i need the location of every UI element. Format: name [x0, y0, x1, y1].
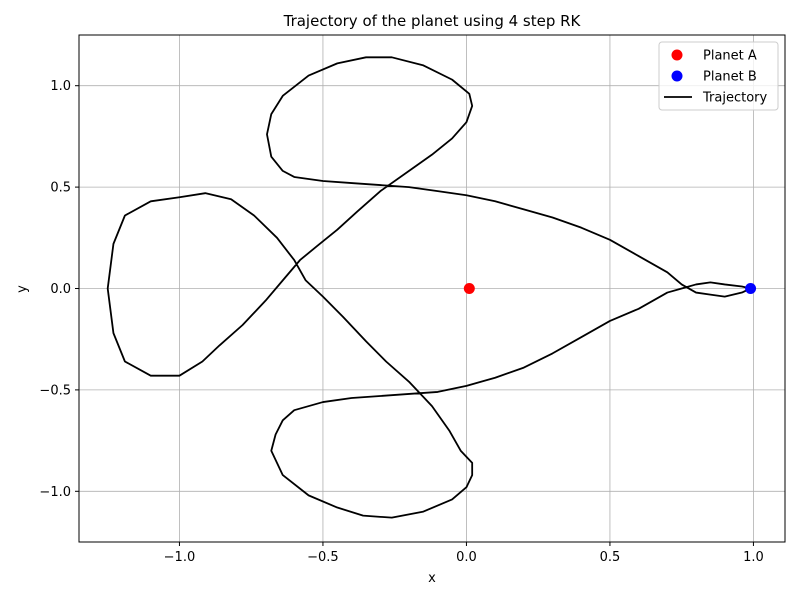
legend-box [658, 41, 779, 111]
x-tick-label-2: 0.0 [456, 550, 477, 565]
legend-marker-planet-b [671, 70, 683, 82]
y-tick-label-2: 0.0 [50, 282, 71, 297]
x-tick-label-3: 0.5 [600, 550, 621, 565]
x-axis-label: x [428, 571, 436, 586]
y-tick-label-0: −1.0 [39, 485, 71, 500]
point-planet-a [463, 283, 475, 294]
tick-labels: −1.0 −0.5 0.0 0.5 1.0 −1.0 −0.5 0.0 0.5 1.0 [39, 79, 763, 565]
legend-label-planet-a: Planet A [703, 49, 757, 64]
point-planet-b [745, 283, 757, 294]
series-line-trajectory [106, 56, 752, 519]
legend-label-planet-b: Planet B [703, 70, 757, 85]
x-tick-label-1: −0.5 [307, 550, 339, 565]
legend: Planet A Planet B Trajectory [658, 41, 779, 111]
x-tick-label-0: −1.0 [164, 550, 196, 565]
chart-title: Trajectory of the planet using 4 step RK [283, 12, 582, 30]
x-tick-label-4: 1.0 [743, 550, 764, 565]
y-tick-label-4: 1.0 [50, 79, 71, 94]
y-tick-label-1: −0.5 [39, 383, 71, 398]
legend-marker-planet-a [671, 49, 683, 61]
axes [75, 34, 786, 546]
legend-label-trajectory: Trajectory [702, 91, 767, 106]
y-tick-label-3: 0.5 [50, 181, 71, 196]
y-axis-label: y [15, 285, 30, 293]
plot-area [106, 56, 757, 519]
